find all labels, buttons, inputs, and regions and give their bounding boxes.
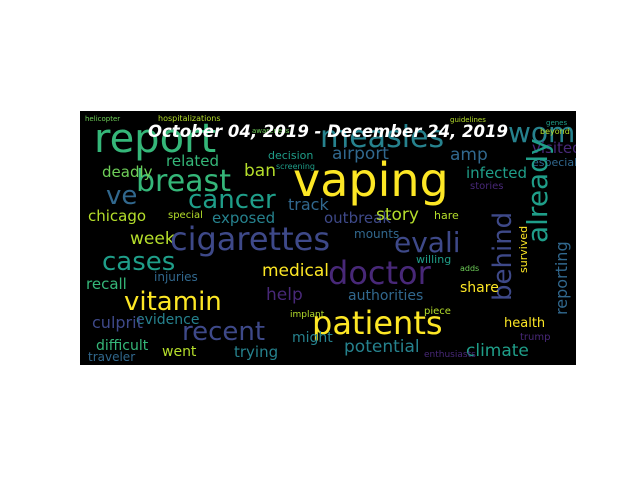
word-went: amp	[450, 145, 488, 165]
word-injuries: hare	[434, 209, 459, 222]
word-share: especially	[532, 156, 576, 169]
word-mounts: survived	[517, 225, 530, 273]
word-exposed: exposed	[212, 209, 276, 227]
word-screening: screening	[276, 162, 315, 171]
word-awareness: awareness	[252, 127, 290, 135]
word-ve: ve	[106, 181, 138, 211]
word-infected: trying	[234, 343, 279, 361]
cloud-title: October 04, 2019 - December 24, 2019	[148, 122, 508, 141]
word-medical: medical	[262, 261, 330, 281]
word-cancer: cancer	[188, 185, 276, 215]
word-amp: culprit	[92, 313, 143, 332]
word-reporting: reporting	[552, 241, 571, 315]
word-chicago: health	[504, 316, 546, 331]
word-difficult: traveler	[88, 350, 136, 364]
word-evali: evali	[394, 226, 461, 259]
word-authorities: authorities	[348, 288, 424, 304]
word-airport: infected	[466, 164, 528, 182]
word-hare: recall	[86, 275, 127, 293]
word-doctor: doctor	[328, 254, 431, 292]
word-outbreak: outbreak	[324, 209, 392, 227]
word-special: special	[168, 210, 203, 221]
word-health: difficult	[96, 338, 149, 354]
word-cloud: helicopter hospitalizations women guidel…	[80, 111, 576, 365]
word-hospitalizations: hospitalizations	[158, 114, 221, 123]
word-trying: airport	[332, 144, 389, 164]
word-climate: climate	[466, 341, 529, 361]
word-piece: piece	[424, 306, 451, 317]
word-related: related	[166, 152, 220, 170]
word-report: report	[94, 116, 217, 162]
word-adds: adds	[460, 264, 480, 273]
word-women: women	[508, 116, 576, 149]
word-help: help	[266, 285, 303, 305]
word-enthusiasts: enthusiasts	[424, 350, 476, 360]
word-guidelines: guidelines	[450, 116, 486, 124]
word-visited: visited	[532, 139, 576, 157]
word-might: might	[292, 330, 333, 346]
word-vitamin: vitamin	[124, 287, 222, 317]
word-beyond: beyond	[540, 127, 570, 136]
word-ban: ban	[244, 161, 276, 181]
word-breast: breast	[136, 164, 231, 199]
word-patients: patients	[312, 304, 443, 342]
word-decision: decision	[268, 149, 314, 162]
word-measles: measles	[320, 120, 445, 155]
word-week: week	[130, 229, 175, 249]
word-willing: willing	[416, 253, 452, 266]
word-genes: genes	[546, 119, 568, 127]
word-cases: cases	[102, 247, 176, 277]
word-story: story	[376, 205, 419, 225]
word-recent: recent	[182, 317, 266, 347]
word-implant: implant	[290, 310, 325, 320]
word-potential: potential	[344, 337, 420, 357]
word-oil: share	[460, 280, 499, 296]
word-helicopter: helicopter	[85, 115, 121, 123]
word-survived: trump	[520, 332, 551, 343]
word-stories: stories	[470, 181, 504, 192]
word-cigarettes: cigarettes	[170, 220, 330, 258]
word-track: track	[288, 195, 329, 214]
word-especially: mounts	[354, 227, 400, 241]
word-deadly: deadly	[102, 163, 153, 181]
word-culprit: went	[162, 344, 197, 360]
word-traveler: chicago	[88, 207, 147, 225]
word-evidence: evidence	[136, 312, 200, 328]
word-vaping: vaping	[293, 153, 449, 207]
word-recall: injuries	[154, 270, 198, 284]
